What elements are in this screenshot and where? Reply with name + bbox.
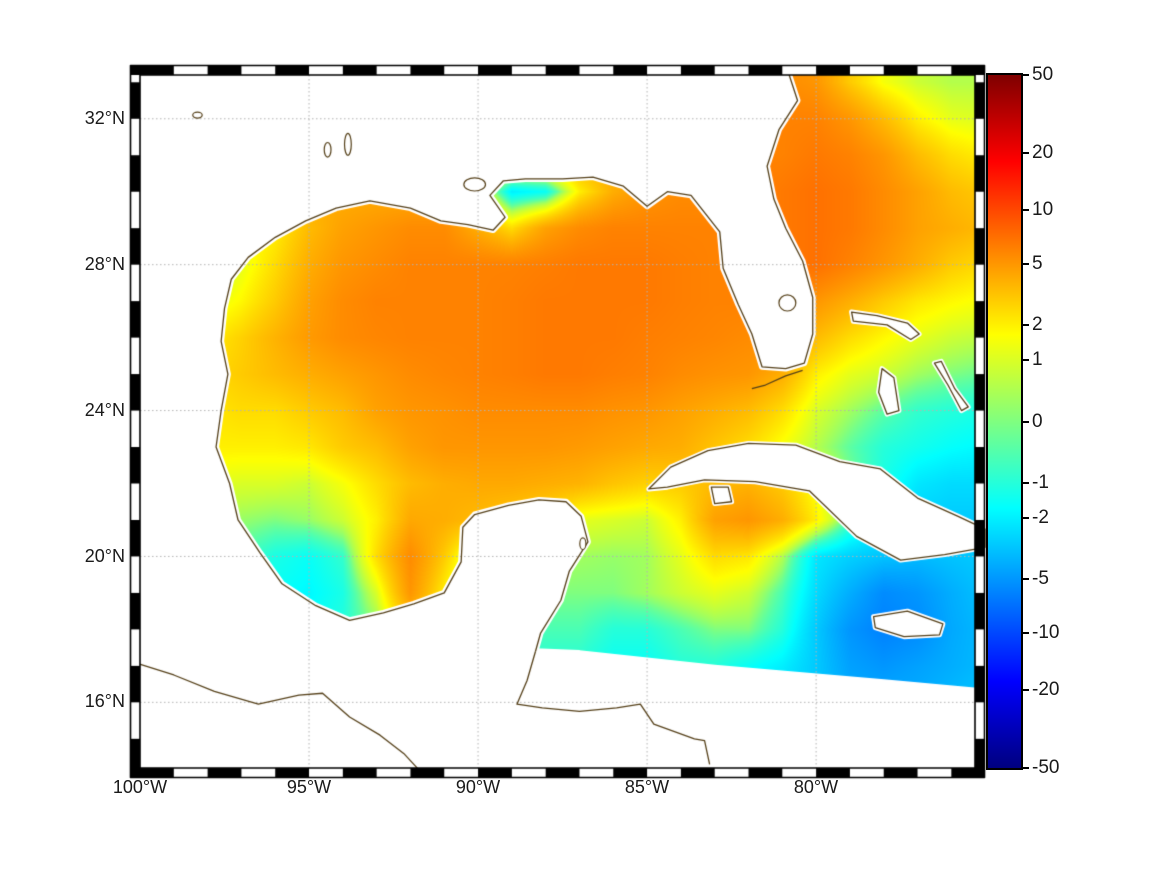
colorbar-tick-label: -10 (1032, 622, 1060, 643)
colorbar-tick (1023, 359, 1029, 361)
colorbar-tick (1023, 263, 1029, 265)
colorbar-tick (1023, 517, 1029, 519)
y-tick-label: 16°N (84, 691, 125, 711)
x-tick-label: 100°W (112, 777, 168, 797)
gulf-map-canvas (124, 59, 991, 784)
colorbar-tick-label: 5 (1032, 253, 1043, 274)
x-tick-label: 85°W (624, 777, 670, 797)
colorbar-tick (1023, 209, 1029, 211)
x-tick-label: 90°W (455, 777, 501, 797)
y-tick-label: 32°N (84, 108, 125, 128)
y-tick-label: 28°N (84, 254, 125, 274)
x-tick-label: 80°W (793, 777, 839, 797)
colorbar-tick-label: 1 (1032, 349, 1043, 370)
colorbar-tick-label: 50 (1032, 64, 1054, 85)
colorbar-tick (1023, 578, 1029, 580)
x-tick-label: 95°W (286, 777, 332, 797)
colorbar-tick (1023, 74, 1029, 76)
colorbar-tick-label: 10 (1032, 199, 1054, 220)
colorbar-tick-label: -5 (1032, 568, 1049, 589)
colorbar-tick (1023, 421, 1029, 423)
colorbar-tick (1023, 324, 1029, 326)
colorbar (986, 73, 1023, 770)
colorbar-tick-label: -50 (1032, 757, 1060, 778)
colorbar-tick (1023, 689, 1029, 691)
colorbar-tick (1023, 152, 1029, 154)
y-tick-label: 20°N (84, 546, 125, 566)
colorbar-tick-label: 2 (1032, 314, 1043, 335)
colorbar-tick-label: -2 (1032, 507, 1049, 528)
colorbar-tick (1023, 767, 1029, 769)
y-tick-label: 24°N (84, 400, 125, 420)
colorbar-tick-label: 20 (1032, 142, 1054, 163)
colorbar-tick (1023, 632, 1029, 634)
colorbar-tick-label: -20 (1032, 679, 1060, 700)
colorbar-tick-label: -1 (1032, 472, 1049, 493)
colorbar-tick (1023, 482, 1029, 484)
colorbar-tick-label: 0 (1032, 411, 1043, 432)
